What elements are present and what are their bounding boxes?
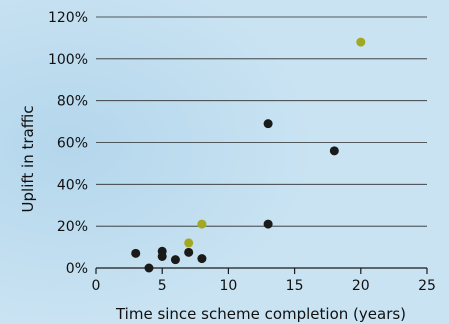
data-point bbox=[356, 37, 366, 47]
y-tick-label: 80% bbox=[57, 94, 88, 110]
data-point bbox=[131, 248, 141, 258]
y-tick-label: 100% bbox=[48, 52, 88, 68]
data-point bbox=[329, 146, 339, 156]
data-point bbox=[157, 251, 167, 261]
x-tick-label: 5 bbox=[158, 278, 167, 294]
y-axis-title: Uplift in traffic bbox=[19, 106, 37, 213]
data-point bbox=[263, 219, 273, 229]
data-point bbox=[197, 219, 207, 229]
x-tick-label: 10 bbox=[219, 278, 237, 294]
data-point bbox=[184, 247, 194, 257]
y-tick-label: 20% bbox=[57, 219, 88, 235]
tick-labels: 0% 20% 40% 60% 80% 100% 120% 0 5 10 15 20 25 bbox=[48, 10, 436, 294]
data-point bbox=[144, 263, 154, 273]
x-tick-label: 20 bbox=[352, 278, 370, 294]
x-axis-title: Time since scheme completion (years) bbox=[115, 305, 406, 323]
data-point bbox=[197, 254, 207, 264]
data-point bbox=[170, 255, 180, 265]
data-points bbox=[131, 37, 366, 273]
data-point bbox=[184, 238, 194, 248]
gridlines bbox=[96, 16, 427, 227]
data-point bbox=[263, 119, 273, 129]
x-tick-label: 0 bbox=[92, 278, 101, 294]
x-tick-label: 25 bbox=[418, 278, 436, 294]
y-tick-label: 120% bbox=[48, 10, 88, 26]
y-tick-label: 0% bbox=[66, 261, 88, 277]
x-tick-label: 15 bbox=[286, 278, 304, 294]
y-tick-label: 40% bbox=[57, 177, 88, 193]
y-tick-label: 60% bbox=[57, 136, 88, 152]
